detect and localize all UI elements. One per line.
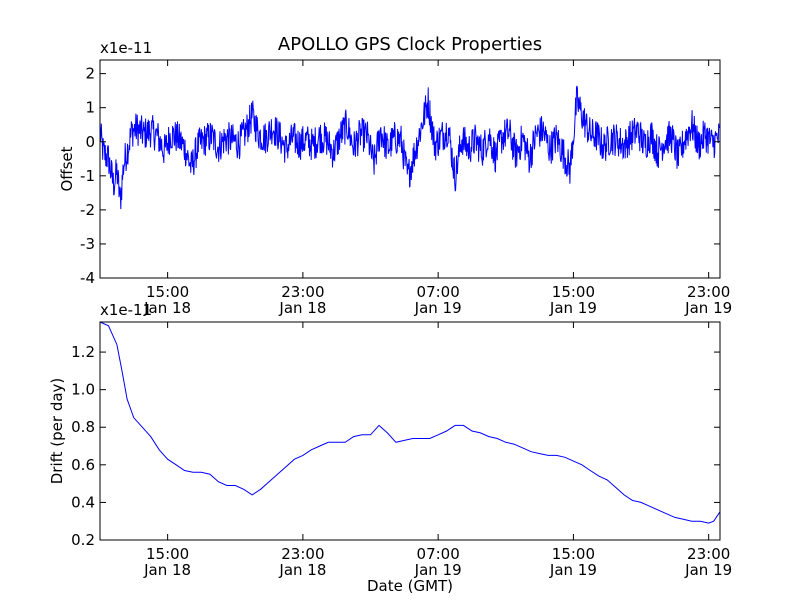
drift-scale-label: x1e-11 bbox=[100, 301, 152, 319]
drift-line bbox=[99, 321, 721, 524]
offset-x-tick-time: 23:00 bbox=[687, 283, 730, 301]
drift-y-tick-label: 0.2 bbox=[71, 531, 95, 549]
drift-x-tick-time: 23:00 bbox=[687, 545, 730, 563]
drift-y-ticks: 0.2 0.4 0.6 0.8 1.0 1.2 bbox=[71, 343, 720, 549]
offset-y-tick-label: -4 bbox=[80, 269, 95, 287]
drift-y-tick-label: 0.8 bbox=[71, 418, 95, 436]
drift-y-tick-label: 1.0 bbox=[71, 381, 95, 399]
drift-x-tick-time: 15:00 bbox=[552, 545, 595, 563]
offset-scale-label: x1e-11 bbox=[100, 39, 152, 57]
drift-x-tick-date: Jan 19 bbox=[684, 561, 732, 579]
offset-x-tick-date: Jan 18 bbox=[278, 299, 326, 317]
offset-series bbox=[99, 85, 721, 210]
offset-x-tick-date: Jan 18 bbox=[143, 299, 191, 317]
offset-x-tick-time: 23:00 bbox=[281, 283, 324, 301]
offset-y-tick-label: 1 bbox=[85, 99, 95, 117]
drift-y-tick-label: 0.4 bbox=[71, 493, 95, 511]
drift-x-axis-label: Date (GMT) bbox=[367, 577, 453, 595]
offset-x-tick-time: 07:00 bbox=[417, 283, 460, 301]
offset-plot-frame bbox=[99, 59, 721, 279]
drift-y-tick-label: 1.2 bbox=[71, 343, 95, 361]
drift-y-tick-label: 0.6 bbox=[71, 456, 95, 474]
drift-x-tick-time: 15:00 bbox=[146, 545, 189, 563]
offset-x-tick-date: Jan 19 bbox=[549, 299, 597, 317]
offset-y-tick-label: -2 bbox=[80, 201, 95, 219]
chart-title: APOLLO GPS Clock Properties bbox=[278, 34, 542, 55]
drift-plot-frame bbox=[99, 321, 721, 541]
offset-y-tick-label: 2 bbox=[85, 65, 95, 83]
drift-series bbox=[99, 321, 721, 524]
offset-y-axis-label: Offset bbox=[58, 146, 76, 191]
offset-x-tick-date: Jan 19 bbox=[414, 299, 462, 317]
drift-x-tick-date: Jan 19 bbox=[549, 561, 597, 579]
drift-y-axis-label: Drift (per day) bbox=[48, 378, 66, 485]
offset-y-tick-label: 0 bbox=[85, 133, 95, 151]
drift-x-tick-date: Jan 18 bbox=[278, 561, 326, 579]
offset-y-ticks: -4 -3 -2 -1 0 1 2 bbox=[80, 65, 720, 287]
drift-x-tick-date: Jan 19 bbox=[414, 561, 462, 579]
offset-x-tick-time: 15:00 bbox=[146, 283, 189, 301]
drift-plot: x1e-11 Drift (per day) 0.2 0.4 0.6 0.8 1.0 1.… bbox=[48, 301, 732, 595]
offset-y-tick-label: -1 bbox=[80, 167, 95, 185]
offset-x-tick-date: Jan 19 bbox=[684, 299, 732, 317]
drift-x-tick-time: 23:00 bbox=[281, 545, 324, 563]
drift-x-tick-time: 07:00 bbox=[417, 545, 460, 563]
offset-x-tick-time: 15:00 bbox=[552, 283, 595, 301]
drift-x-tick-date: Jan 18 bbox=[143, 561, 191, 579]
offset-line bbox=[99, 85, 721, 210]
offset-y-tick-label: -3 bbox=[80, 235, 95, 253]
